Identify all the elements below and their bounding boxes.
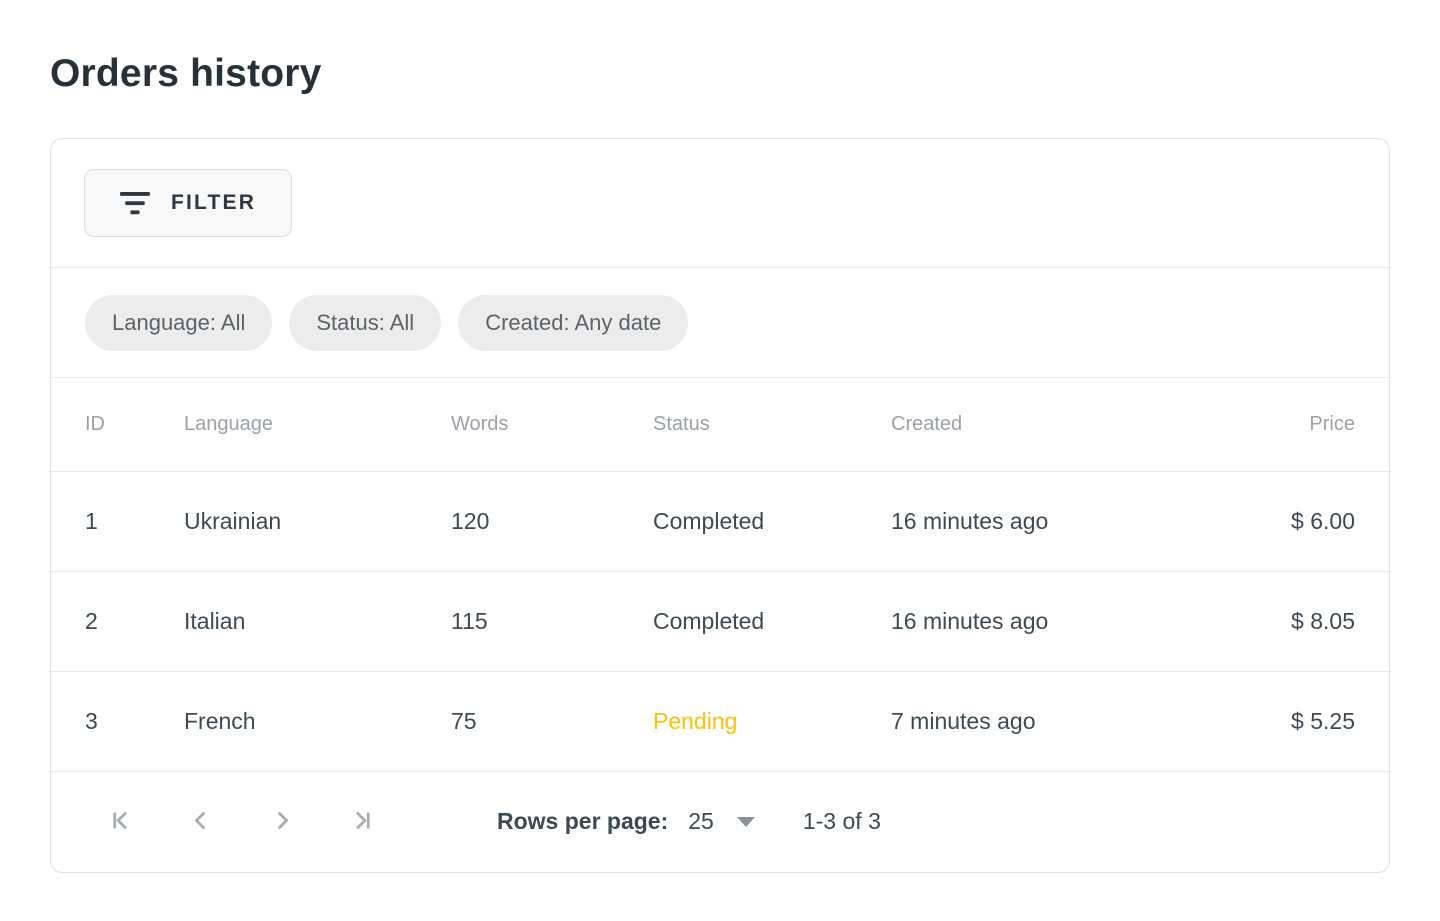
column-header-language: Language [184, 378, 451, 472]
filter-toolbar: FILTER [51, 139, 1389, 268]
cell-id: 2 [51, 571, 184, 672]
cell-words: 115 [451, 571, 653, 672]
chevron-right-icon [268, 807, 295, 837]
table-row[interactable]: 3 French 75 Pending 7 minutes ago $ 5.25 [51, 671, 1389, 772]
filter-button[interactable]: FILTER [84, 169, 293, 237]
first-page-icon [108, 807, 135, 837]
cell-words: 75 [451, 671, 653, 772]
cell-price: $ 8.05 [1139, 571, 1389, 672]
rows-per-page-label: Rows per page: [497, 808, 669, 834]
pagination-range-label: 1-3 of 3 [802, 808, 881, 834]
cell-words: 120 [451, 471, 653, 572]
last-page-icon [348, 807, 375, 837]
cell-status: Completed [653, 471, 891, 572]
cell-language: Ukrainian [184, 471, 451, 572]
chip-status[interactable]: Status: All [289, 294, 442, 351]
filter-chips-row: Language: All Status: All Created: Any d… [51, 268, 1389, 378]
cell-language: Italian [184, 571, 451, 672]
rows-per-page-value: 25 [688, 808, 714, 834]
table-header: ID Language Words Status Created Price [51, 378, 1389, 472]
caret-down-icon [736, 816, 755, 827]
cell-price: $ 5.25 [1139, 671, 1389, 772]
chip-created[interactable]: Created: Any date [458, 294, 689, 351]
rows-per-page-select[interactable]: 25 [688, 808, 755, 835]
cell-created: 7 minutes ago [891, 671, 1139, 772]
cell-id: 1 [51, 471, 184, 572]
cell-status: Completed [653, 571, 891, 672]
pagination-bar: Rows per page: 25 1-3 of 3 [51, 772, 1389, 872]
last-page-button[interactable] [337, 798, 385, 846]
cell-status: Pending [653, 671, 891, 772]
column-header-status: Status [653, 378, 891, 472]
table-row[interactable]: 2 Italian 115 Completed 16 minutes ago $… [51, 571, 1389, 672]
previous-page-button[interactable] [177, 798, 225, 846]
column-header-id: ID [51, 378, 184, 472]
orders-history-page: Orders history FILTER Language: All [0, 50, 1440, 921]
first-page-button[interactable] [97, 798, 145, 846]
chip-language-label: Language: All [112, 309, 246, 335]
filter-lines-icon [120, 191, 150, 215]
column-header-price: Price [1139, 378, 1389, 472]
chevron-left-icon [188, 807, 215, 837]
chip-language[interactable]: Language: All [85, 294, 273, 351]
cell-id: 3 [51, 671, 184, 772]
cell-created: 16 minutes ago [891, 471, 1139, 572]
column-header-created: Created [891, 378, 1139, 472]
cell-language: French [184, 671, 451, 772]
chip-created-label: Created: Any date [485, 309, 662, 335]
page-title: Orders history [50, 52, 322, 95]
filter-button-label: FILTER [171, 191, 257, 214]
column-header-words: Words [451, 378, 653, 472]
next-page-button[interactable] [257, 798, 305, 846]
orders-card: FILTER Language: All Status: All Created… [50, 138, 1390, 873]
table-row[interactable]: 1 Ukrainian 120 Completed 16 minutes ago… [51, 471, 1389, 572]
chip-status-label: Status: All [316, 309, 415, 335]
orders-table: ID Language Words Status Created Price 1… [51, 378, 1389, 772]
cell-price: $ 6.00 [1139, 471, 1389, 572]
cell-created: 16 minutes ago [891, 571, 1139, 672]
